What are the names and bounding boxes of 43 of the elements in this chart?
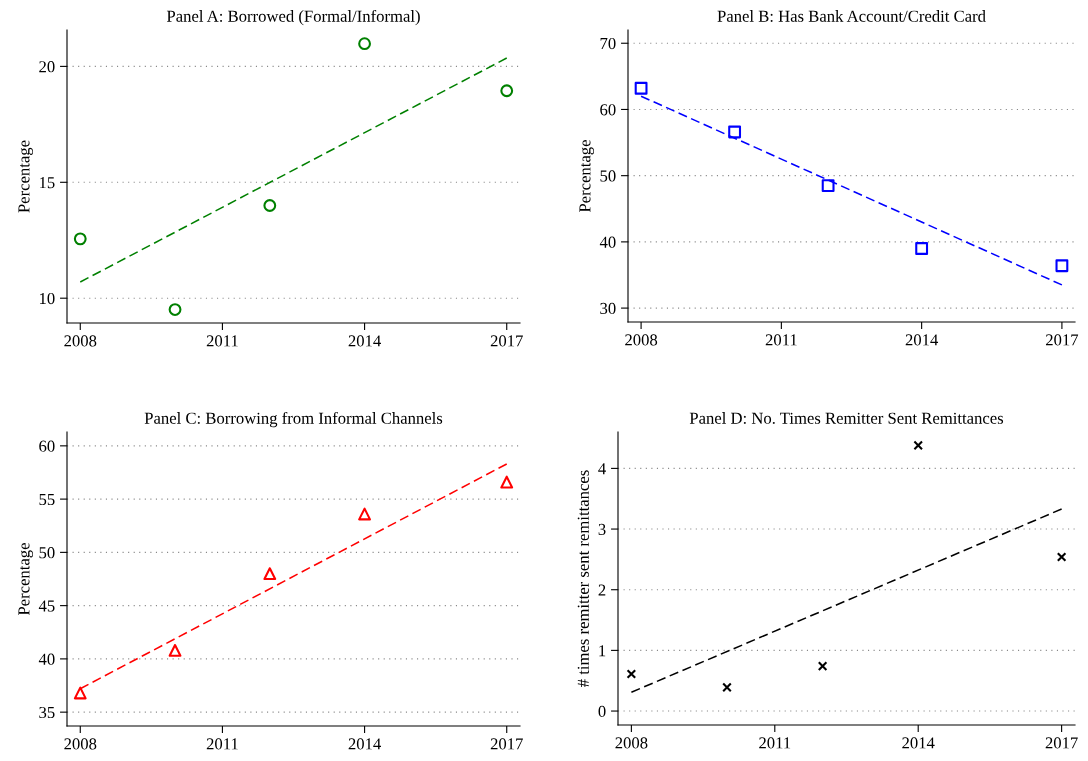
y-axis-title: # times remitter sent remittances: [577, 470, 589, 687]
chart-title: Panel D: No. Times Remitter Sent Remittances: [689, 412, 1004, 424]
x-tick-label: 2008: [64, 738, 97, 750]
x-tick-label: 2017: [1045, 334, 1079, 346]
y-tick-label: 10: [39, 292, 55, 305]
x-tick-label: 2017: [1045, 737, 1078, 749]
x-tick-label: 2017: [490, 738, 523, 750]
chart-title: Panel A: Borrowed (Formal/Informal): [166, 9, 420, 26]
x-tick-label: 2011: [765, 334, 797, 346]
x-tick-label: 2008: [615, 737, 648, 749]
y-tick-label: 35: [39, 706, 55, 719]
x-tick-label: 2008: [64, 335, 97, 347]
x-tick-label: 2011: [206, 738, 238, 750]
y-tick-label: 40: [599, 236, 616, 248]
x-tick-label: 2017: [490, 335, 523, 347]
y-tick-label: 1: [599, 645, 606, 657]
y-tick-label: 50: [39, 547, 55, 559]
chart-title: Panel C: Borrowing from Informal Channels: [144, 411, 443, 428]
y-tick-label: 20: [39, 61, 55, 73]
y-tick-label: 45: [38, 600, 55, 612]
y-tick-label: 55: [39, 493, 55, 506]
y-tick-label: 60: [39, 440, 55, 452]
y-tick-label: 15: [39, 177, 55, 189]
x-tick-label: 2014: [905, 334, 939, 346]
chart-title: Panel B: Has Bank Account/Credit Card: [717, 10, 986, 22]
x-tick-label: 2008: [625, 334, 658, 346]
x-tick-label: 2014: [348, 335, 381, 347]
y-axis-title: Percentage: [18, 543, 33, 616]
x-tick-label: 2014: [902, 737, 935, 749]
y-tick-label: 60: [600, 104, 616, 116]
x-tick-label: 2011: [206, 335, 238, 347]
y-tick-label: 30: [600, 302, 616, 315]
y-axis-title: Percentage: [18, 140, 33, 213]
y-axis-title: Percentage: [579, 140, 594, 213]
x-tick-label: 2014: [348, 738, 381, 750]
y-tick-label: 2: [598, 584, 606, 596]
y-tick-label: 4: [598, 463, 606, 475]
x-tick-label: 2011: [759, 737, 791, 749]
y-tick-label: 0: [598, 705, 606, 717]
y-tick-label: 70: [600, 37, 616, 50]
y-tick-label: 3: [598, 523, 606, 536]
y-tick-label: 40: [38, 653, 55, 665]
y-tick-label: 50: [600, 170, 616, 182]
